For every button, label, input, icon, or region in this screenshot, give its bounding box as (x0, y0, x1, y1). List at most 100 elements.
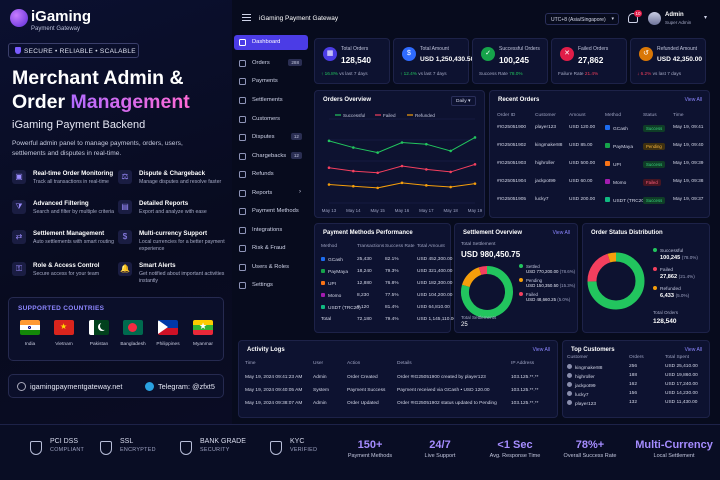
sidebar-item-payments[interactable]: Payments (234, 74, 308, 89)
sidebar-item-settings[interactable]: Settings (234, 278, 308, 293)
nav-icon (239, 134, 246, 141)
legend-swatch (519, 264, 523, 268)
column-header: User (313, 361, 324, 366)
cell-text: 103.125.**.** (511, 388, 539, 393)
data-point[interactable] (449, 149, 452, 153)
donut-slice[interactable] (587, 252, 645, 310)
top-customers-view-all[interactable]: View All (684, 347, 702, 353)
sidebar-item-settlements[interactable]: Settlements (234, 93, 308, 108)
data-point[interactable] (352, 146, 355, 149)
legend-label: Successful (343, 113, 365, 118)
cell-text: 25,430 (357, 257, 372, 262)
table-row[interactable]: lucky7 156 USD 14,230.00 (567, 391, 707, 403)
table-row[interactable]: jackpot99 162 USD 17,240.00 (567, 382, 707, 394)
sidebar-item-orders[interactable]: Orders 288 (234, 56, 308, 71)
data-point[interactable] (400, 181, 404, 185)
donut-slice[interactable] (478, 266, 488, 275)
data-point[interactable] (449, 185, 452, 189)
legend-swatch (519, 292, 523, 296)
table-row[interactable]: player123 132 USD 11,430.00 (567, 400, 707, 412)
table-row[interactable]: May 19, 2024 09:40:05 AM System Payment Su… (245, 388, 553, 400)
sidebar-item-dashboard[interactable]: Dashboard (234, 35, 308, 50)
payment-methods-table: Method Transactions Success Rate Total Amou… (321, 244, 456, 332)
sidebar-item-users-roles[interactable]: Users & Roles (234, 260, 308, 275)
table-cell: May 19, 09:37 (673, 197, 703, 202)
data-point[interactable] (425, 168, 428, 171)
cell-text: #IG25051902 (497, 143, 527, 148)
donut-slice[interactable] (587, 253, 611, 282)
stat-card: ✕ Failed Orders 27,862 Failure Rate 21.4% (551, 38, 627, 84)
cell-text: 162 (629, 382, 638, 387)
settlement-view-all[interactable]: View All (552, 230, 570, 236)
feature-desc: Secure access for your team (33, 271, 100, 277)
sidebar-item-integrations[interactable]: Integrations (234, 223, 308, 238)
data-point[interactable] (376, 151, 379, 154)
timezone-select[interactable]: UTC+8 (Asia/Singapore) ▾ (545, 13, 619, 25)
sidebar-item-refunds[interactable]: Refunds (234, 167, 308, 182)
sidebar-item-risk-fraud[interactable]: Risk & Fraud (234, 241, 308, 256)
data-point[interactable] (327, 139, 331, 143)
table-row[interactable]: #IG25051902 kingmaker88 USD 85.00 PayMaya Pe… (497, 143, 707, 155)
sidebar-item-disputes[interactable]: Disputes 12 (234, 130, 308, 145)
table-row[interactable]: May 19, 2024 09:38:07 AM Admin Order Updat… (245, 401, 553, 413)
period-select[interactable]: Daily ▾ (451, 96, 476, 106)
table-row[interactable]: UPI 12,880 76.8% USD 182,300.00 (321, 281, 452, 293)
data-point[interactable] (376, 186, 379, 190)
table-row[interactable]: #IG25051903 highroller USD 500.00 UPI Succes… (497, 161, 707, 173)
menu-icon[interactable] (242, 14, 251, 21)
table-cell: May 19, 2024 09:38:07 AM (245, 401, 302, 406)
recent-orders-view-all[interactable]: View All (684, 97, 702, 103)
chevron-down-icon[interactable]: ▾ (704, 15, 708, 21)
legend-name: Refunded (660, 287, 681, 292)
trust-badge-icon (100, 441, 112, 455)
sidebar-item-label: Risk & Fraud (252, 245, 286, 251)
cell-text: #IG25051905 (497, 197, 527, 202)
table-row[interactable]: kingmaker88 256 USD 25,410.00 (567, 364, 707, 376)
data-point[interactable] (376, 171, 379, 175)
sidebar-item-payment-methods[interactable]: Payment Methods (234, 204, 308, 219)
data-point[interactable] (473, 136, 477, 139)
table-row[interactable]: USDT (TRC20) 6,120 81.4% USD 64,810.00 (321, 305, 450, 317)
table-row[interactable]: highroller 188 USD 19,860.00 (567, 373, 707, 385)
table-cell: Admin (313, 401, 327, 406)
table-row[interactable]: #IG25051904 jackpot99 USD 60.00 Momo Failed M… (497, 179, 707, 191)
cell-text: 156 (629, 391, 638, 396)
table-row[interactable]: #IG25051900 player123 USD 120.00 GCash Succe… (497, 125, 707, 137)
table-row[interactable]: #IG25051905 lucky7 USD 200.00 USDT (TRC20) S… (497, 197, 707, 209)
telegram-link[interactable]: Telegram: @zfxt5 (145, 382, 215, 391)
data-point[interactable] (352, 184, 355, 188)
data-point[interactable] (425, 142, 428, 146)
data-point[interactable] (425, 184, 428, 187)
sidebar-item-chargebacks[interactable]: Chargebacks 12 (234, 149, 308, 164)
donut-slice[interactable] (461, 266, 513, 318)
table-row[interactable]: Momo 8,230 77.5% USD 104,200.00 (321, 293, 452, 305)
data-point[interactable] (352, 169, 355, 173)
table-row[interactable]: PayMaya 18,240 79.3% USD 321,400.00 (321, 269, 452, 281)
data-point[interactable] (473, 182, 477, 185)
cell-text: USD 25,410.00 (665, 364, 698, 369)
table-row[interactable]: Total 72,180 79.4% USD 1,145,110.00 (321, 317, 456, 329)
trust-badge: KYC VERIFIED (290, 438, 317, 453)
sidebar-item-reports[interactable]: Reports › (234, 186, 308, 201)
data-point[interactable] (327, 183, 331, 186)
data-point[interactable] (400, 141, 404, 144)
table-row[interactable]: GCash 25,430 82.1% USD 452,300.00 (321, 257, 452, 269)
table-row[interactable]: May 19, 2024 09:41:23 AM Admin Order Creat… (245, 375, 553, 387)
table-cell: 79.4% (385, 317, 399, 322)
sidebar-item-customers[interactable]: Customers (234, 112, 308, 127)
total-settlement-label: Total Settlement (461, 242, 496, 247)
website-link[interactable]: igamingpaymentgateway.net (17, 382, 122, 391)
avatar[interactable] (648, 12, 661, 25)
data-point[interactable] (473, 163, 477, 166)
table-cell: PayMaya (605, 143, 633, 150)
feature-title: Detailed Reports (139, 200, 189, 207)
activity-logs-view-all[interactable]: View All (532, 347, 550, 353)
donut-slice[interactable] (607, 252, 617, 263)
data-point[interactable] (400, 164, 404, 168)
method-icon (605, 143, 610, 148)
bell-icon[interactable] (628, 13, 638, 23)
donut-slice[interactable] (462, 267, 482, 288)
data-point[interactable] (327, 166, 331, 170)
data-point[interactable] (449, 170, 452, 174)
cell-text: jackpot99 (575, 384, 596, 389)
